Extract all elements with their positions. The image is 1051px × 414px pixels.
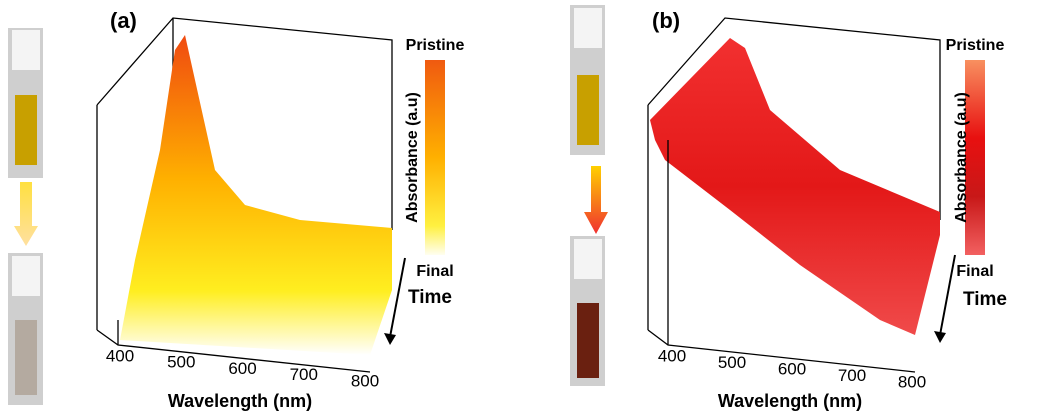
time-arrow [390,258,405,337]
time-label: Time [963,289,1007,310]
colorbar-axis-label: Absorbance (a.u) [404,92,421,223]
x-tick-label: 700 [838,366,866,385]
colorbar-top-label: Pristine [406,37,465,54]
x-axis-label: Wavelength (nm) [718,391,862,411]
time-arrow [940,255,955,335]
x-tick-label: 600 [778,359,806,378]
colorbar-bottom-label: Final [416,263,453,280]
x-tick-label: 500 [718,353,746,372]
x-axis-label: Wavelength (nm) [168,391,312,411]
time-arrowhead [384,333,396,345]
colorbar-axis-label: Absorbance (a.u) [953,92,970,223]
time-label: Time [408,287,452,308]
vial-images-a [8,28,43,405]
vial-images-b [570,5,608,386]
plot-b [648,18,940,372]
x-tick-label: 600 [228,359,256,378]
figure: (a) 400 500 600 700 800 Wavelength (nm) Pristin… [0,0,1051,414]
x-tick-label: 400 [658,346,686,365]
colorbar [425,60,445,255]
time-arrowhead [934,331,946,343]
colorbar-bottom-label: Final [956,263,993,280]
panel-label: (b) [652,8,680,33]
x-tick-label: 800 [351,371,379,390]
x-tick-label: 500 [167,353,195,372]
x-tick-label: 800 [898,372,926,391]
x-tick-label: 700 [290,365,318,384]
x-tick-label: 400 [106,346,134,365]
plot-a [97,18,392,372]
panel-label: (a) [110,8,137,33]
colorbar-top-label: Pristine [946,37,1005,54]
